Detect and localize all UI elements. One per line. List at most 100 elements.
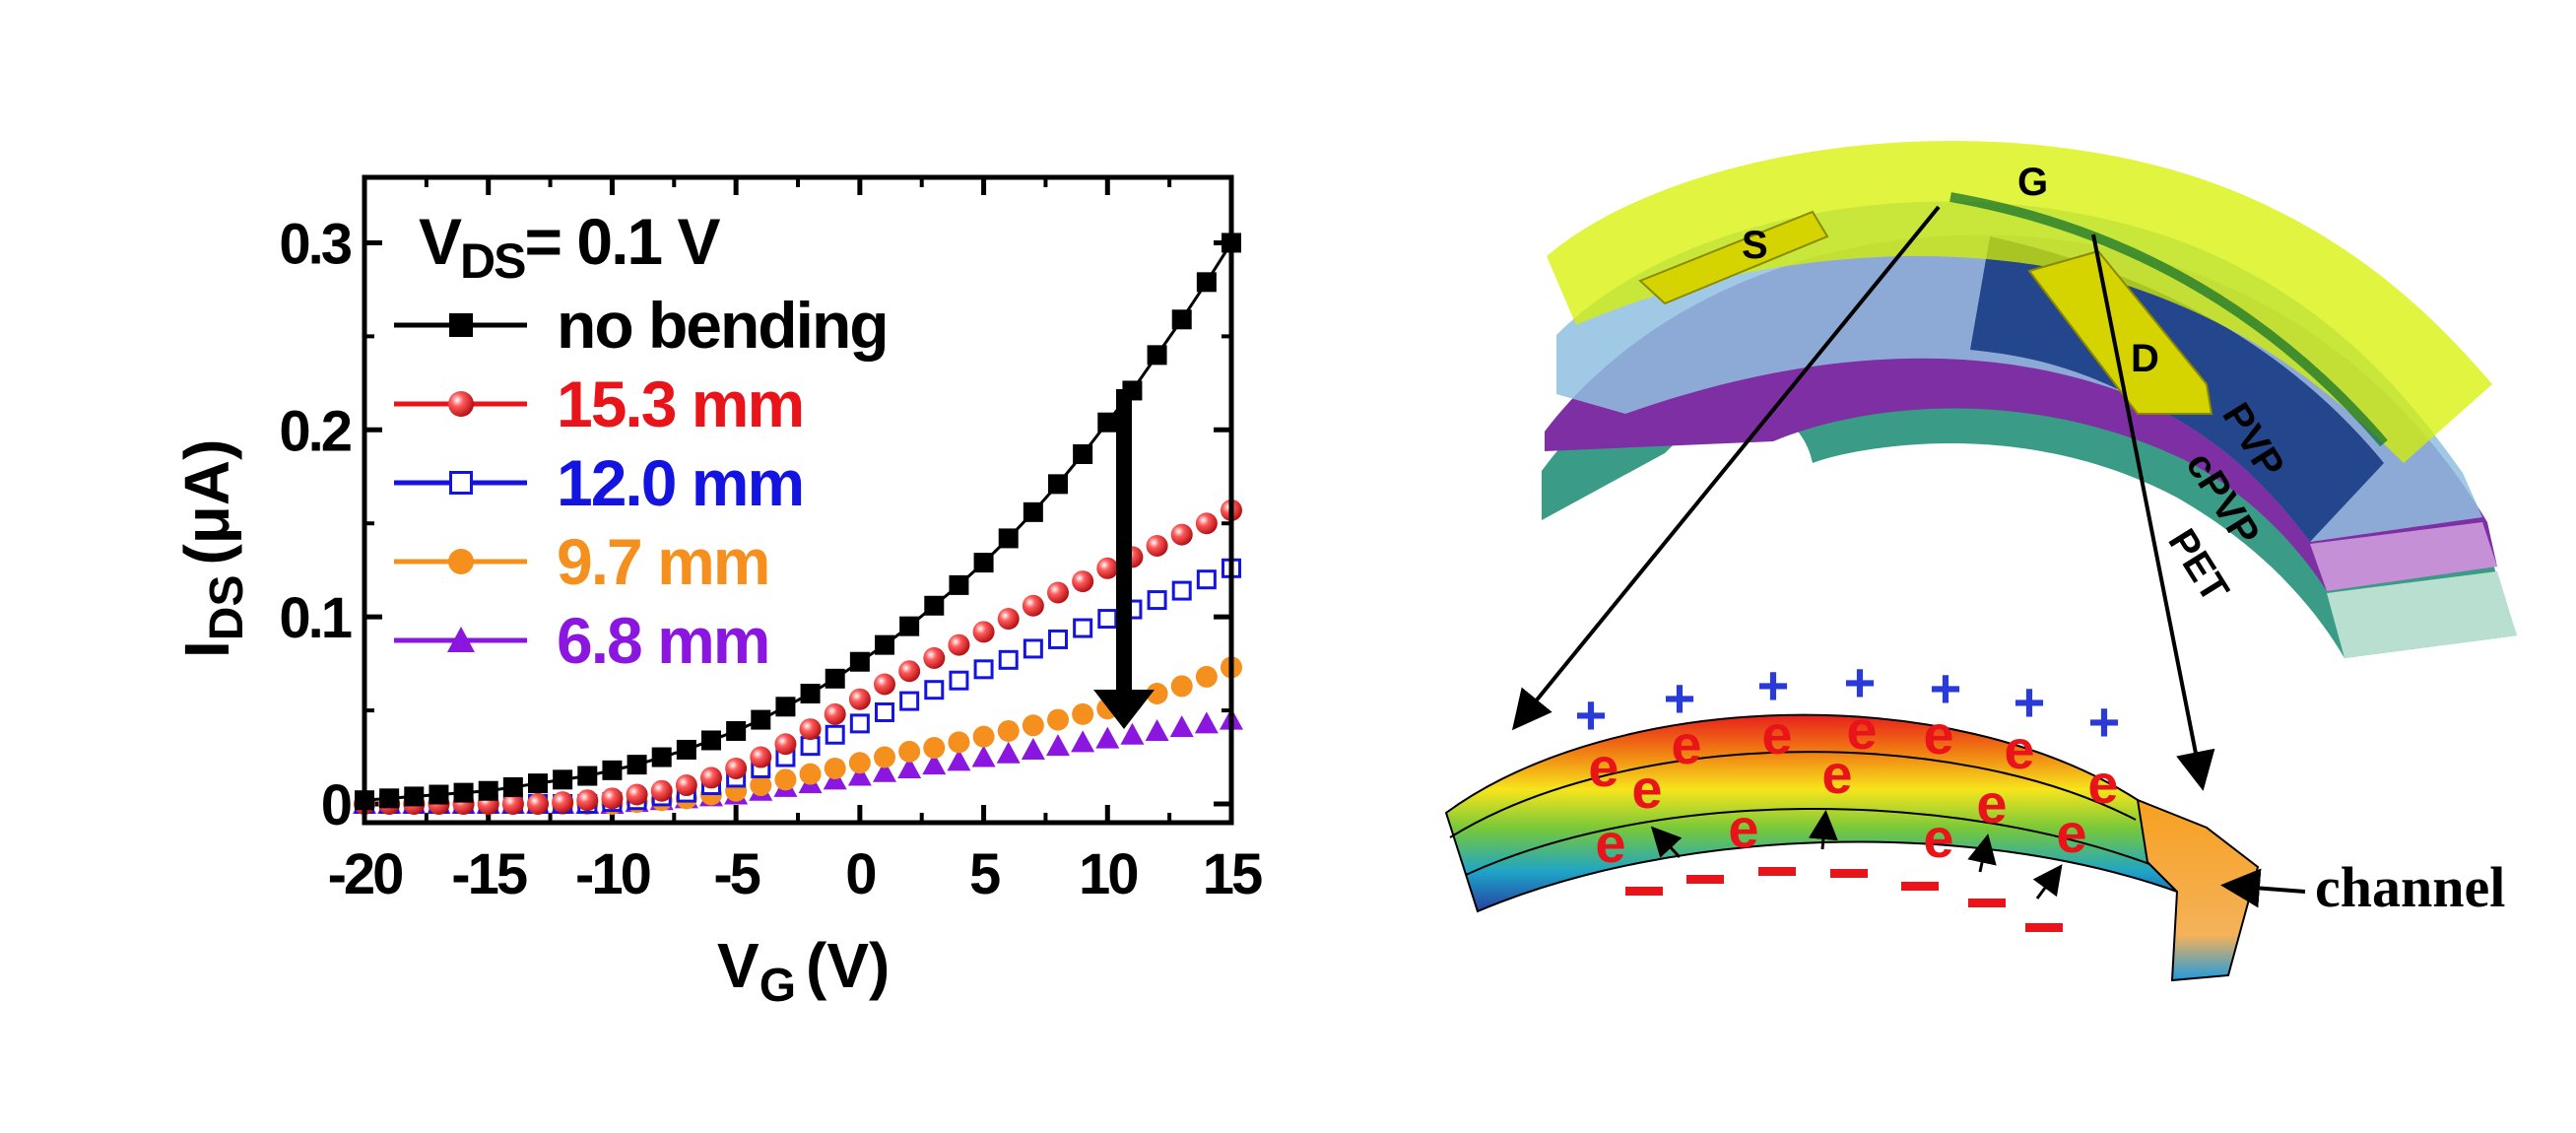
device-diagram: PVP cPVP PET S G D channel + + + + + + +… xyxy=(1444,140,2517,982)
data-point xyxy=(973,553,994,573)
data-point xyxy=(1023,501,1043,522)
data-point xyxy=(527,793,549,816)
label-drain: D xyxy=(2131,337,2159,380)
data-point xyxy=(651,747,672,767)
legend-item: 9.7 mm xyxy=(394,525,770,598)
negative-charge xyxy=(1901,882,1939,891)
data-point xyxy=(478,780,498,801)
legend-item: 15.3 mm xyxy=(394,367,805,440)
legend-label: 9.7 mm xyxy=(557,525,768,598)
top-layer xyxy=(1547,140,2492,463)
channel-line-1 xyxy=(1449,751,2137,838)
data-point xyxy=(848,752,871,774)
electron: e xyxy=(1631,758,1662,820)
y-axis-label: IDS(μA) xyxy=(171,439,253,658)
data-point xyxy=(1022,714,1044,737)
electron: e xyxy=(2056,802,2086,864)
data-point xyxy=(1195,665,1218,688)
data-point xyxy=(922,753,947,775)
data-point xyxy=(528,773,548,794)
data-point xyxy=(1171,309,1192,330)
x-tick-label: 15 xyxy=(1203,842,1262,906)
data-point xyxy=(1196,569,1217,590)
data-point xyxy=(627,755,647,775)
series-layer xyxy=(353,233,1243,816)
legend-marker xyxy=(449,471,473,495)
x-tick-label: -10 xyxy=(575,842,650,906)
data-point xyxy=(874,746,895,768)
y-tick-label: 0 xyxy=(321,773,351,837)
y-tick-label: 0.3 xyxy=(279,212,351,276)
data-point xyxy=(996,741,1021,764)
data-point xyxy=(1145,718,1169,741)
data-point xyxy=(1072,702,1094,725)
data-point xyxy=(947,749,971,771)
data-point xyxy=(875,634,894,655)
x-axis-label: VG (V) xyxy=(717,930,890,1012)
plot-frame xyxy=(362,174,1234,826)
positive-charge: + xyxy=(2014,671,2046,733)
negative-charge xyxy=(2025,923,2063,932)
data-point xyxy=(923,737,946,760)
data-point xyxy=(824,757,846,779)
data-point xyxy=(1097,412,1118,433)
data-point xyxy=(924,680,945,700)
data-point xyxy=(948,731,970,754)
data-point xyxy=(972,725,995,748)
electron: e xyxy=(1923,703,1953,766)
series xyxy=(355,233,1241,811)
data-point xyxy=(998,528,1019,549)
data-point xyxy=(1095,726,1120,749)
series xyxy=(355,558,1241,815)
data-point xyxy=(726,720,747,741)
data-point xyxy=(650,779,673,802)
data-point xyxy=(1170,675,1193,698)
y-tick-label: 0.2 xyxy=(279,399,350,463)
trend-arrow xyxy=(1093,389,1155,729)
data-point xyxy=(1120,722,1145,745)
data-point xyxy=(1170,523,1193,546)
x-tick-label: 5 xyxy=(969,842,1000,906)
data-point xyxy=(849,651,870,672)
positive-charge: + xyxy=(1930,657,1962,719)
data-point xyxy=(924,595,945,616)
legend-item: 6.8 mm xyxy=(394,604,770,677)
x-tick-label: -20 xyxy=(328,842,403,906)
label-source: S xyxy=(1742,224,1768,267)
electron: e xyxy=(2004,718,2034,780)
data-point xyxy=(577,766,598,786)
cpvp-face xyxy=(2310,522,2497,591)
data-point xyxy=(1194,711,1219,734)
legend-label: 6.8 mm xyxy=(557,604,768,677)
data-point xyxy=(502,776,523,797)
data-point xyxy=(848,688,871,710)
data-point xyxy=(799,763,822,785)
data-point xyxy=(1072,570,1094,593)
data-point xyxy=(971,745,996,767)
data-point xyxy=(875,701,894,722)
legend-label: no bending xyxy=(557,289,888,362)
data-point xyxy=(1046,734,1070,757)
channel-arrow xyxy=(2220,868,2306,908)
data-point xyxy=(1048,474,1068,495)
data-point xyxy=(898,740,921,763)
data-point xyxy=(601,787,624,810)
legend-label: 15.3 mm xyxy=(557,367,803,440)
data-point xyxy=(751,709,771,730)
data-point xyxy=(824,702,846,725)
legend-label: 12.0 mm xyxy=(557,446,803,519)
data-point xyxy=(997,608,1020,631)
data-point xyxy=(602,760,623,780)
data-point xyxy=(948,633,970,656)
y-tick-labels: 0 0.1 0.2 0.3 xyxy=(279,212,354,837)
data-point xyxy=(1195,512,1218,535)
data-point xyxy=(1147,345,1167,366)
drain-electrode xyxy=(2027,249,2213,415)
data-point xyxy=(923,646,946,669)
electron: e xyxy=(1976,772,2007,834)
field-arrow xyxy=(1650,826,1683,859)
electron: e xyxy=(1728,797,1758,859)
positive-charge: + xyxy=(1757,654,1790,716)
